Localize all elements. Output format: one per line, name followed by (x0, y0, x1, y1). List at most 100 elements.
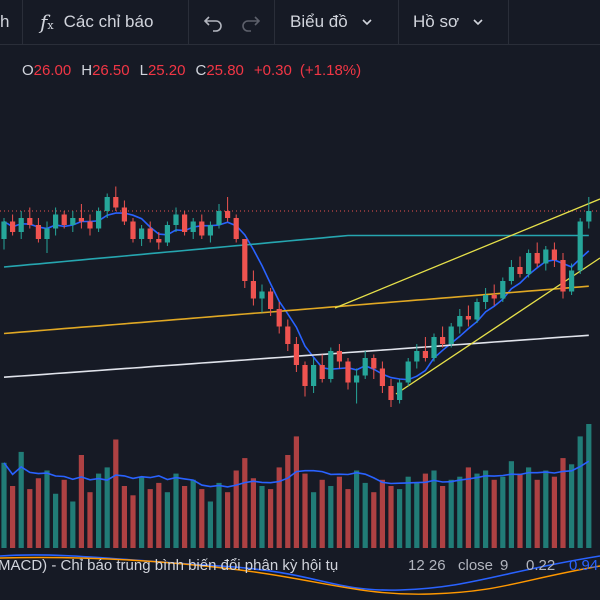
volume-bar (225, 492, 231, 548)
volume-bar (164, 492, 170, 548)
candle-body (362, 358, 368, 376)
high-value: 26.50 (92, 62, 130, 79)
undo-button[interactable] (202, 0, 224, 44)
volume-bar (173, 473, 179, 548)
candle-body (336, 351, 342, 362)
ma-mid-line (3, 234, 589, 268)
macd-legend[interactable]: MACD) - Chỉ báo trung bình biến đổi phân… (0, 553, 600, 579)
fx-icon: fx (40, 10, 54, 34)
candle-body (78, 218, 84, 222)
candle-body (276, 309, 282, 327)
candle-body (207, 225, 213, 236)
candle-body (328, 351, 334, 379)
indicators-button[interactable]: fx Các chỉ báo (40, 0, 153, 44)
volume-bar (491, 479, 497, 548)
candle-body (500, 281, 506, 299)
candle-body (182, 214, 188, 232)
candle-body (70, 218, 76, 225)
candle-body (491, 295, 497, 299)
volume-bar (569, 464, 575, 548)
volume-bar (457, 476, 463, 548)
volume-bar (311, 492, 317, 548)
candle-body (113, 197, 119, 208)
candle-body (27, 218, 33, 225)
price-chart[interactable] (0, 44, 600, 600)
macd-param-fast-slow: 12 26 (408, 557, 446, 574)
volume-bar (362, 482, 368, 548)
chart-menu-label: Biểu đồ (290, 12, 348, 31)
trend-channel[interactable] (334, 198, 600, 395)
chart-menu-button[interactable]: Biểu đồ (290, 0, 374, 44)
volume-bar (302, 473, 308, 548)
macd-value-2: 0.94 (569, 557, 599, 574)
volume-bar (414, 482, 420, 548)
volume-bar (500, 476, 506, 548)
volume-bar (328, 486, 334, 548)
volume-bar (483, 470, 489, 548)
volume-bar (259, 486, 265, 548)
chevron-down-icon (362, 19, 372, 26)
volume-bar (422, 473, 428, 548)
candle-body (147, 228, 153, 239)
volume-bar (139, 476, 145, 548)
candle-body (560, 260, 566, 292)
candle-body (319, 365, 325, 379)
volume-bar (199, 489, 205, 548)
candle-body (526, 253, 532, 274)
candle-body (431, 337, 437, 358)
candle-body (233, 218, 239, 239)
candle-body (216, 211, 222, 225)
volume-bar (526, 467, 532, 548)
volume-bar (87, 492, 93, 548)
toolbar-divider (274, 0, 275, 44)
candle-body (517, 267, 523, 274)
volume-bar (70, 501, 76, 548)
volume-bar (354, 470, 360, 548)
candle-body (250, 281, 256, 299)
candle-body (268, 291, 274, 309)
top-toolbar: h fx Các chỉ báo Biểu đồ Hồ sơ (0, 0, 600, 45)
redo-button[interactable] (240, 0, 262, 44)
volume-bar (397, 489, 403, 548)
change-value: +0.30 (253, 62, 292, 79)
volume-bar (207, 501, 213, 548)
chevron-down-icon (473, 19, 483, 26)
volume-bar (35, 478, 41, 548)
volume-bar (586, 424, 592, 548)
candle-body (508, 267, 514, 281)
volume-bar (96, 473, 102, 548)
profile-menu-label: Hồ sơ (413, 12, 460, 31)
candle-body (586, 211, 592, 222)
candle-body (199, 221, 205, 236)
candle-body (440, 337, 446, 344)
undo-icon (203, 16, 222, 32)
close-value: 25.80 (206, 62, 244, 79)
cut-menu-label[interactable]: h (0, 12, 10, 31)
candle-body (156, 239, 162, 243)
volume-bar (18, 451, 24, 548)
macd-lines (0, 554, 600, 595)
volume-bar (130, 495, 136, 548)
candles (1, 186, 592, 407)
toolbar-divider (188, 0, 189, 44)
candle-body (35, 225, 41, 239)
profile-menu-button[interactable]: Hồ sơ (413, 0, 485, 44)
moving-averages (0, 210, 600, 381)
candle-body (474, 302, 480, 320)
candle-body (164, 225, 170, 243)
volume-bar (474, 473, 480, 548)
volume-bar (61, 479, 67, 548)
high-label: H (81, 62, 93, 79)
candle-body (139, 228, 145, 239)
macd-param-signal: 9 (500, 557, 509, 574)
volume-bar (10, 486, 16, 548)
trendline-lower (395, 257, 600, 395)
candle-body (44, 228, 50, 239)
candle-body (302, 365, 308, 386)
candle-body (569, 270, 575, 292)
candle-body (371, 358, 377, 369)
candle-body (285, 326, 291, 344)
volume-bar (78, 455, 84, 548)
volume-bar (534, 479, 540, 548)
volume-bar (104, 467, 110, 548)
